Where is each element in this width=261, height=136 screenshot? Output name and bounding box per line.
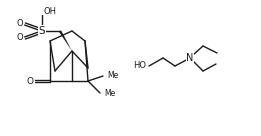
Text: S: S xyxy=(39,26,45,36)
Text: Me: Me xyxy=(104,89,115,98)
Text: OH: OH xyxy=(44,7,57,16)
Polygon shape xyxy=(59,30,72,51)
Text: Me: Me xyxy=(107,72,118,81)
Text: O: O xyxy=(17,19,23,29)
Text: HO: HO xyxy=(133,61,146,70)
Text: O: O xyxy=(17,33,23,42)
Text: O: O xyxy=(27,76,33,86)
Text: N: N xyxy=(186,53,194,63)
